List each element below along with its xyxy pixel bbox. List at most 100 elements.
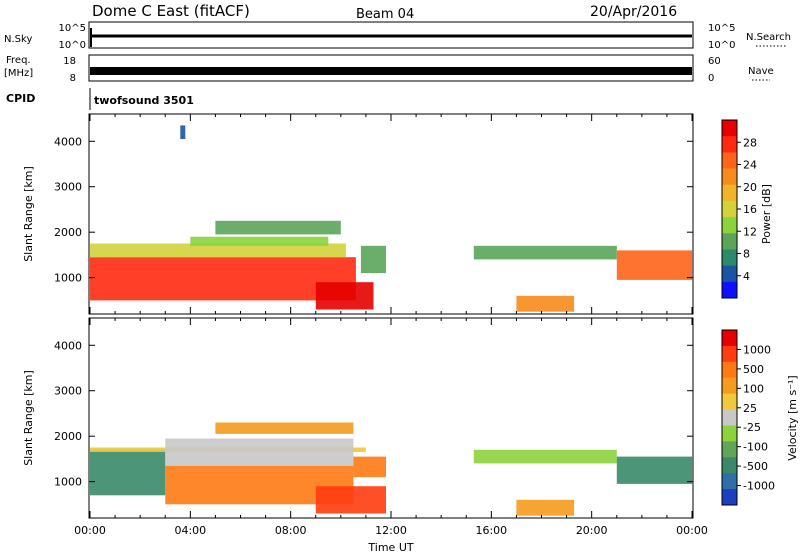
colorbar-tick-label: -500	[743, 460, 768, 473]
y-tick-label: 3000	[54, 385, 82, 398]
colorbar-tick-label: 24	[743, 159, 757, 172]
nsearch-tick-bottom: 10^0	[708, 40, 735, 51]
velocity-colorbar-label: Velocity [m s⁻¹]	[786, 375, 799, 460]
colorbar-swatch	[722, 233, 737, 250]
freq-frame	[88, 54, 694, 82]
data-cell	[180, 125, 186, 139]
colorbar-swatch	[722, 152, 737, 170]
power-data-cells	[90, 125, 693, 312]
velocity-colorbar-frame	[721, 329, 738, 506]
freq-panel: Freq. [MHz] 18 8 60 0 Nave	[4, 54, 774, 84]
data-cell	[360, 245, 386, 274]
data-cell	[90, 257, 356, 301]
velocity-panel: 1000 2000 3000 4000 00:00 04:00 08:00 12:00 16:…	[22, 317, 708, 554]
colorbar-tick-label: -100	[743, 441, 768, 454]
nsky-panel: N.Sky 10^5 10^0 10^5 10^0 N.Search	[4, 21, 791, 51]
power-colorbar: 4 8 12 16 20 24 28 Power [dB]	[721, 119, 773, 299]
power-colorbar-ticks: 4 8 12 16 20 24 28	[737, 136, 757, 283]
colorbar-swatch	[722, 425, 737, 442]
cpid-label: CPID	[6, 92, 35, 105]
freq-tick-top: 18	[63, 56, 76, 67]
colorbar-tick-label: 500	[743, 363, 764, 376]
data-cell	[616, 250, 693, 280]
colorbar-tick-label: 28	[743, 136, 757, 149]
colorbar-swatch	[722, 265, 737, 283]
power-colorbar-label: Power [dB]	[760, 184, 773, 244]
power-y-ticks: 1000 2000 3000 4000	[54, 135, 693, 285]
power-x-ticks	[89, 114, 693, 314]
velocity-colorbar: 1000 500 100 25 -25 -100 -500 -1000 Velocity [m…	[721, 329, 799, 506]
velocity-x-ticks: 00:00 04:00 08:00 12:00 16:00 20:00 00:00	[74, 318, 708, 537]
colorbar-swatch	[722, 330, 737, 347]
colorbar-swatch	[722, 361, 737, 379]
x-tick-label: 00:00	[74, 524, 106, 537]
date-label: 20/Apr/2016	[590, 4, 677, 20]
data-cell	[215, 422, 354, 434]
colorbar-tick-label: 25	[743, 402, 757, 415]
colorbar-tick-label: -1000	[743, 480, 775, 493]
data-cell	[315, 282, 374, 310]
power-panel: 1000 2000 3000 4000 Slant Range [km]	[22, 113, 694, 315]
y-tick-label: 3000	[54, 181, 82, 194]
x-tick-label: 16:00	[475, 524, 507, 537]
x-tick-label: 20:00	[576, 524, 608, 537]
station-title: Dome C East (fitACF)	[92, 2, 250, 20]
nsky-tick-top: 10^5	[59, 23, 86, 34]
colorbar-tick-label: 100	[743, 382, 764, 395]
data-cell	[315, 486, 386, 514]
colorbar-swatch	[722, 281, 737, 299]
data-cell	[516, 499, 575, 516]
data-cell	[473, 449, 617, 464]
data-cell	[90, 243, 346, 258]
colorbar-swatch	[722, 184, 737, 202]
colorbar-swatch	[722, 168, 737, 186]
nsearch-label: N.Search	[746, 32, 791, 43]
velocity-data-cells	[90, 422, 693, 516]
colorbar-swatch	[722, 120, 737, 137]
colorbar-tick-label: 1000	[743, 343, 771, 356]
x-tick-label: 04:00	[174, 524, 206, 537]
colorbar-swatch	[722, 217, 737, 234]
velocity-colorbar-swatches	[722, 330, 737, 506]
freq-tick-bottom: 8	[70, 73, 76, 84]
colorbar-swatch	[722, 200, 737, 218]
data-cell	[516, 295, 575, 312]
x-axis-label: Time UT	[367, 541, 413, 554]
colorbar-swatch	[722, 136, 737, 153]
freq-label-line2: [MHz]	[4, 68, 33, 79]
cpid-value: twofsound 3501	[94, 94, 194, 107]
colorbar-swatch	[722, 473, 737, 490]
colorbar-tick-label: 16	[743, 203, 757, 216]
power-y-axis-label: Slant Range [km]	[22, 166, 35, 262]
data-cell	[90, 449, 166, 496]
nsky-frame	[88, 21, 694, 49]
freq-label-line1: Freq.	[6, 55, 31, 66]
nave-tick-bottom: 0	[708, 73, 714, 84]
colorbar-swatch	[722, 441, 737, 458]
colorbar-tick-label: 8	[743, 248, 750, 261]
colorbar-swatch	[722, 249, 737, 267]
x-tick-label: 08:00	[275, 524, 307, 537]
data-cell	[616, 456, 693, 484]
colorbar-swatch	[722, 377, 737, 395]
nave-label: Nave	[748, 66, 774, 77]
velocity-y-ticks: 1000 2000 3000 4000	[54, 339, 693, 489]
velocity-colorbar-ticks: 1000 500 100 25 -25 -100 -500 -1000	[737, 343, 775, 493]
x-tick-label: 00:00	[676, 524, 708, 537]
colorbar-tick-label: -25	[743, 421, 761, 434]
power-colorbar-swatches	[722, 120, 737, 299]
data-cell	[165, 438, 354, 466]
data-cell	[353, 456, 386, 478]
y-tick-label: 2000	[54, 226, 82, 239]
colorbar-tick-label: 4	[743, 270, 750, 283]
x-tick-label: 12:00	[375, 524, 407, 537]
colorbar-swatch	[722, 345, 737, 363]
nsearch-tick-top: 10^5	[708, 23, 735, 34]
nave-tick-top: 60	[708, 56, 721, 67]
colorbar-tick-label: 20	[743, 181, 757, 194]
data-cell	[190, 236, 329, 246]
colorbar-swatch	[722, 409, 737, 426]
nsky-label: N.Sky	[4, 34, 32, 45]
velocity-y-axis-label: Slant Range [km]	[22, 370, 35, 466]
